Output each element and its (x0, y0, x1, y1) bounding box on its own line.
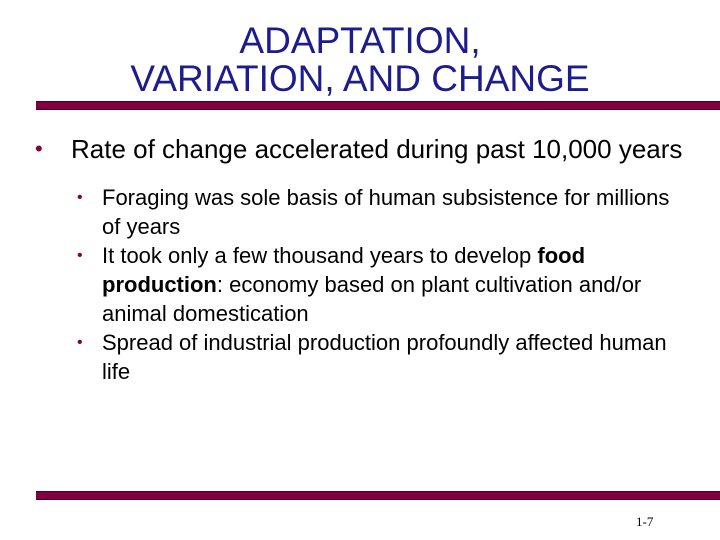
bullet-dot-icon: • (77, 334, 83, 351)
slide-body: • Rate of change accelerated during past… (30, 134, 700, 386)
bullet-dot-icon: • (35, 136, 43, 161)
sub-bullet-text-after: : economy based on plant cultivation and… (102, 272, 642, 326)
sub-bullet-food-production: • It took only a few thousand years to d… (30, 241, 682, 328)
sub-bullet-text-before: It took only a few thousand years to dev… (102, 243, 538, 268)
bullet-dot-icon: • (77, 189, 83, 206)
main-bullet-text: Rate of change accelerated during past 1… (71, 134, 683, 164)
sub-bullet-industrial: • Spread of industrial production profou… (30, 328, 682, 386)
title-line-2: VARIATION, AND CHANGE (130, 58, 590, 99)
sub-bullet-foraging: • Foraging was sole basis of human subsi… (30, 183, 682, 241)
slide-title: ADAPTATION, VARIATION, AND CHANGE (60, 22, 660, 98)
footer-divider (36, 491, 720, 500)
page-number: 1-7 (636, 514, 654, 529)
sub-bullet-text: Foraging was sole basis of human subsist… (102, 185, 670, 239)
bullet-dot-icon: • (77, 247, 83, 264)
main-bullet: • Rate of change accelerated during past… (30, 134, 700, 165)
sub-bullet-text: Spread of industrial production profound… (102, 330, 667, 384)
title-divider (36, 101, 720, 110)
title-line-1: ADAPTATION, (239, 20, 481, 61)
sub-bullet-list: • Foraging was sole basis of human subsi… (30, 183, 700, 386)
key-term: food production (102, 243, 586, 297)
